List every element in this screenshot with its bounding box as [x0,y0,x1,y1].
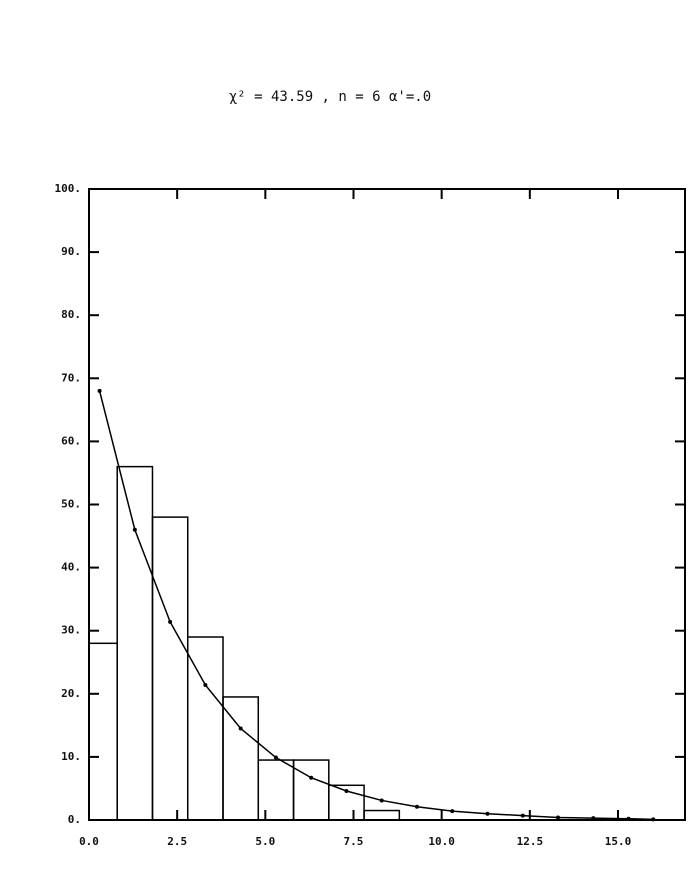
bar [328,784,365,821]
fit-point [238,726,243,731]
y-tick-label: 40. [61,561,81,574]
fit-curve [98,390,654,821]
y-tick-label: 80. [61,308,81,321]
fit-point [591,816,596,821]
chart-title: χ² = 43.59 , n = 6 α'=.0 [229,89,431,105]
fit-point [450,809,455,814]
fit-point [97,388,102,393]
fit-point [556,815,561,820]
y-tick-label: 50. [61,498,81,511]
bar [222,696,260,821]
y-tick-label: 10. [61,750,81,763]
bar [257,759,295,821]
y-tick-label: 60. [61,434,81,447]
x-tick-label: 10.0 [428,835,455,848]
y-tick-label: 0. [68,813,81,826]
x-tick-label: 15.0 [605,835,632,848]
bar [292,759,330,821]
fit-point [520,813,525,818]
y-tick-label: 100. [55,182,82,195]
fit-point [203,682,208,687]
y-tick-label: 70. [61,371,81,384]
x-tick-label: 7.5 [344,835,364,848]
fit-point [273,755,278,760]
fit-point [132,527,137,532]
bar [186,636,224,821]
fit-point [309,775,314,780]
x-tick-label: 5.0 [255,835,275,848]
y-tick-label: 30. [61,624,81,637]
bar [88,642,118,821]
plot-frame [88,188,686,821]
fit-point [626,816,631,821]
bar [151,516,189,821]
bar [363,809,401,821]
fit-point [344,788,349,793]
bar [116,465,154,821]
fit-point [168,619,173,624]
x-tick-label: 2.5 [167,835,187,848]
fit-point [414,804,419,809]
fit-point [379,798,384,803]
y-tick-label: 90. [61,245,81,258]
x-tick-label: 12.5 [517,835,544,848]
fit-point [651,817,656,822]
fit-point [485,811,490,816]
x-tick-label: 0.0 [79,835,99,848]
y-tick-label: 20. [61,687,81,700]
